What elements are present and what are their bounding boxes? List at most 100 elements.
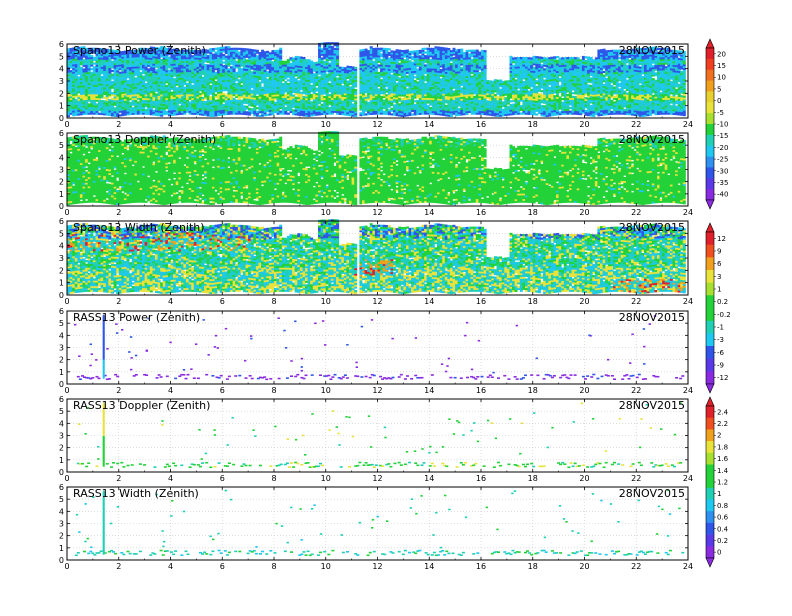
data-cell [194,63,197,65]
data-cell [300,101,303,103]
data-cell [150,80,153,82]
data-cell [401,67,404,69]
data-cell [217,114,220,116]
data-cell [158,64,161,66]
data-cell [349,90,352,92]
data-cell [269,82,272,84]
data-cell [207,98,210,100]
data-cell [313,114,316,116]
data-cell [313,88,316,90]
data-cell [352,68,355,70]
data-cell [77,99,80,101]
data-cell [390,62,393,64]
data-cell [274,83,277,85]
data-cell [246,59,249,61]
data-cell [251,56,254,58]
data-cell [266,73,269,75]
data-cell [127,93,130,95]
data-cell [189,68,192,70]
data-cell [274,54,277,56]
data-cell [411,69,414,71]
data-cell [378,105,381,107]
data-cell [225,94,228,96]
data-cell [396,103,399,105]
data-cell [171,66,174,68]
data-cell [331,50,334,52]
data-cell [390,54,393,56]
data-cell [251,86,254,88]
data-cell [326,63,329,65]
data-cell [114,83,117,85]
data-cell [295,111,298,113]
data-cell [147,89,150,91]
data-cell [137,98,140,100]
data-cell [202,99,205,101]
data-cell [274,105,277,107]
data-cell [414,113,417,115]
data-cell [233,98,236,100]
data-cell [274,61,277,63]
data-cell [339,111,342,113]
data-cell [401,50,404,52]
data-cell [134,79,137,81]
data-cell [416,54,419,56]
data-cell [367,59,370,61]
data-cell [152,95,155,97]
data-cell [403,102,406,104]
data-cell [403,113,406,115]
data-cell [359,109,362,111]
data-cell [305,65,308,67]
data-cell [414,106,417,108]
data-cell [274,65,277,67]
data-cell [194,78,197,80]
data-cell [318,91,321,93]
data-cell [111,105,114,107]
data-cell [259,52,262,54]
data-cell [248,110,251,112]
data-cell [284,68,287,70]
data-cell [305,87,308,89]
data-cell [383,90,386,92]
data-cell [88,107,91,109]
data-cell [310,66,313,68]
data-cell [259,85,262,87]
data-cell [215,96,218,98]
data-cell [155,101,158,103]
data-cell [70,66,73,68]
data-cell [116,74,119,76]
data-cell [419,113,422,115]
data-cell [393,54,396,56]
data-cell [269,108,272,110]
data-cell [114,109,117,111]
data-cell [393,84,396,86]
data-cell [235,94,238,96]
data-cell [183,77,186,79]
data-cell [88,92,91,94]
data-cell [209,57,212,59]
data-cell [300,94,303,96]
data-cell [233,90,236,92]
data-cell [132,81,135,83]
data-cell [152,62,155,64]
data-cell [171,110,174,112]
data-cell [173,110,176,112]
data-cell [277,100,280,102]
data-cell [346,77,349,79]
data-cell [277,63,280,65]
data-cell [142,96,145,98]
data-cell [331,94,334,96]
data-cell [238,79,241,81]
data-cell [362,58,365,60]
data-cell [414,58,417,60]
data-cell [227,55,230,57]
data-cell [313,62,316,64]
data-cell [70,74,73,76]
data-cell [85,111,88,113]
data-cell [409,60,412,62]
data-cell [235,72,238,74]
data-cell [233,79,236,81]
data-cell [80,76,83,78]
data-cell [287,59,290,61]
data-cell [375,48,378,50]
data-cell [116,96,119,98]
